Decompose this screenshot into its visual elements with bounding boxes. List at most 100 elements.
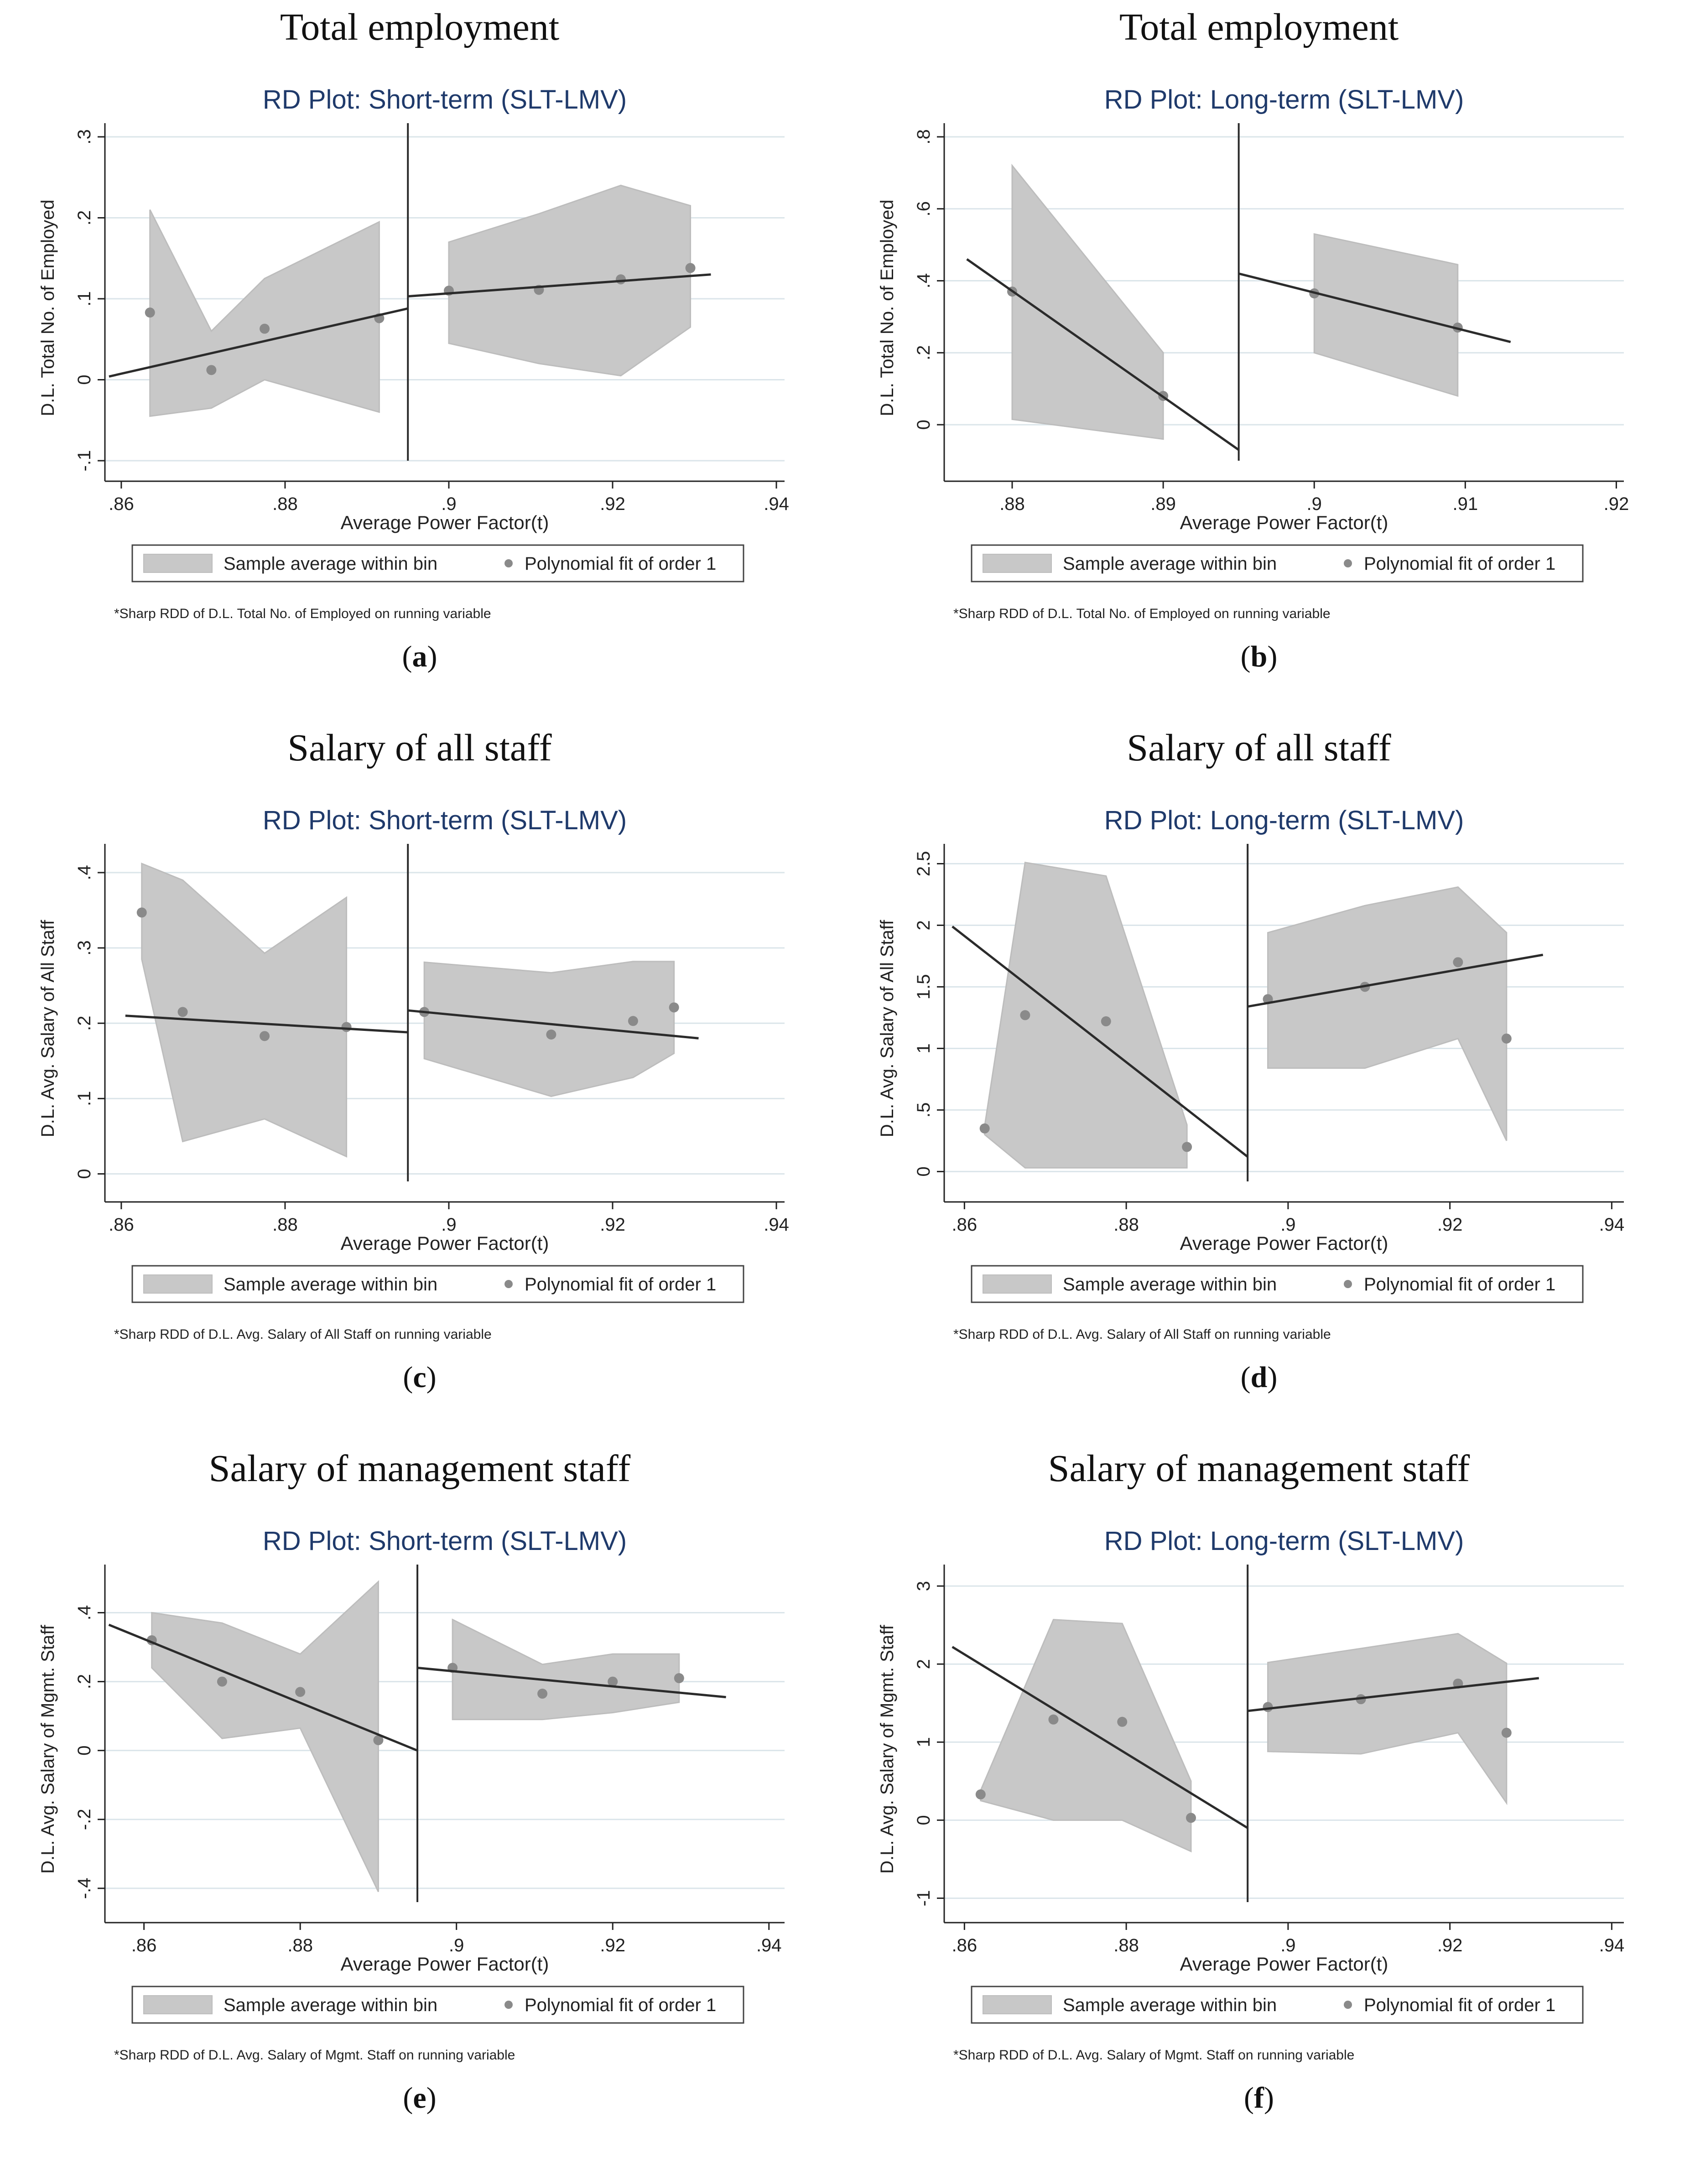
- y-tick-label: 2: [914, 920, 934, 930]
- legend-band-swatch: [143, 1995, 213, 2014]
- caption-letter: a: [412, 640, 427, 673]
- bin-average-point: [260, 1031, 270, 1041]
- bin-average-point: [341, 1022, 352, 1032]
- y-tick-label: .2: [74, 210, 94, 225]
- fit-line-right: [1247, 953, 1544, 1008]
- y-tick-label: 0: [914, 420, 934, 430]
- x-tick-label: .88: [272, 1215, 298, 1235]
- caption-letter: b: [1250, 640, 1268, 673]
- chart-svg: RD Plot: Long-term (SLT-LMV) 0 .5 1 1.5 2 2.5.…: [867, 789, 1651, 1350]
- bin-average-point: [608, 1676, 618, 1687]
- y-tick-label: .2: [74, 1016, 94, 1031]
- caption-letter: e: [413, 2081, 426, 2115]
- legend-label-fit: Polynomial fit of order 1: [1364, 554, 1555, 574]
- ci-band-left: [151, 1580, 379, 1892]
- bin-average-point: [1020, 1010, 1030, 1020]
- panel-e: Salary of management staff RD Plot: Shor…: [9, 1441, 830, 2153]
- legend-box: [971, 1986, 1584, 2024]
- y-tick-label: .3: [74, 940, 94, 955]
- legend-label-bin: Sample average within bin: [1063, 1995, 1277, 2015]
- legend-box: [131, 1986, 744, 2024]
- section-title: Salary of all staff: [1127, 727, 1391, 769]
- rd-plot: RD Plot: Long-term (SLT-LMV) -1 0 1 2 3 .86 .88…: [867, 1510, 1651, 2071]
- bin-average-point: [674, 1673, 684, 1684]
- panel-caption: (c): [403, 1361, 437, 1394]
- y-tick-label: .5: [914, 1102, 934, 1118]
- legend-label-bin: Sample average within bin: [1063, 554, 1277, 574]
- legend-label-bin: Sample average within bin: [1063, 1274, 1277, 1295]
- fit-line-right: [417, 1666, 726, 1699]
- y-tick-label: 2: [914, 1659, 934, 1669]
- y-axis-title: D.L. Avg. Salary of All Staff: [877, 920, 897, 1137]
- x-tick-label: .88: [272, 494, 298, 514]
- legend-label-fit: Polynomial fit of order 1: [525, 1995, 716, 2015]
- y-tick-label: 1.5: [914, 974, 934, 1000]
- x-tick-label: .86: [952, 1935, 978, 1955]
- x-tick-label: .92: [1437, 1935, 1463, 1955]
- rd-plot: RD Plot: Long-term (SLT-LMV) 0 .5 1 1.5 2 2.5.…: [867, 789, 1651, 1350]
- fit-line-left: [109, 307, 408, 378]
- x-tick-label: .92: [600, 1935, 625, 1955]
- y-tick-label: 0: [74, 1169, 94, 1179]
- legend-band-swatch: [143, 1274, 213, 1294]
- x-tick-label: .9: [441, 1215, 456, 1235]
- x-tick-label: .91: [1453, 494, 1478, 514]
- bin-average-point: [1453, 957, 1463, 967]
- legend-dot-swatch: [1344, 2001, 1352, 2009]
- chart-svg: RD Plot: Short-term (SLT-LMV) -.4 -.2 0 .2 .4…: [27, 1510, 812, 2071]
- bin-average-point: [1048, 1714, 1059, 1725]
- legend-box: [131, 544, 744, 582]
- fit-line-left: [952, 926, 1248, 1158]
- y-tick-label: 0: [914, 1166, 934, 1176]
- x-tick-label: .9: [449, 1935, 464, 1955]
- legend-box: [131, 1265, 744, 1303]
- x-tick-label: .88: [1113, 1935, 1139, 1955]
- x-tick-label: .92: [600, 494, 625, 514]
- x-tick-label: .9: [1280, 1935, 1295, 1955]
- legend-label-fit: Polynomial fit of order 1: [525, 554, 716, 574]
- caption-letter: f: [1254, 2081, 1264, 2115]
- y-tick-label: 0: [914, 1815, 934, 1825]
- panel-b: Total employment RD Plot: Long-term (SLT…: [848, 0, 1669, 712]
- rd-plot: RD Plot: Long-term (SLT-LMV) 0 .2 .4 .6 .8 .88…: [867, 68, 1651, 629]
- x-tick-label: .94: [764, 494, 789, 514]
- y-tick-label: 0: [74, 374, 94, 385]
- section-title: Total employment: [280, 6, 560, 48]
- x-tick-label: .86: [131, 1935, 157, 1955]
- x-axis-title: Average Power Factor(t): [341, 512, 549, 533]
- legend-label-fit: Polynomial fit of order 1: [1364, 1274, 1555, 1295]
- x-tick-label: .92: [1437, 1215, 1463, 1235]
- legend-band-swatch: [143, 554, 213, 573]
- y-tick-label: .8: [914, 129, 934, 144]
- caption-letter: d: [1250, 1361, 1268, 1394]
- chart-svg: RD Plot: Long-term (SLT-LMV) 0 .2 .4 .6 .8 .88…: [867, 68, 1651, 629]
- ci-band-left: [984, 862, 1188, 1169]
- y-tick-label: 2.5: [914, 851, 934, 877]
- bin-average-point: [295, 1687, 306, 1697]
- y-tick-label: .4: [74, 1605, 94, 1620]
- panel-caption: (a): [402, 640, 437, 673]
- chart-note: *Sharp RDD of D.L. Avg. Salary of Mgmt. …: [953, 2048, 1354, 2063]
- panel-a: Total employment RD Plot: Short-term (SL…: [9, 0, 830, 712]
- bin-average-point: [979, 1123, 990, 1134]
- fit-line-left: [125, 1014, 408, 1034]
- y-tick-label: 0: [74, 1746, 94, 1756]
- plot-background: [27, 1510, 812, 2071]
- bin-average-point: [615, 274, 626, 285]
- legend-label-bin: Sample average within bin: [224, 1274, 437, 1295]
- caption-letter: c: [413, 1361, 426, 1394]
- chart-note: *Sharp RDD of D.L. Avg. Salary of All St…: [114, 1327, 492, 1342]
- ci-band-left: [141, 862, 348, 1158]
- y-tick-label: -.2: [74, 1809, 94, 1830]
- fit-line-left: [952, 1646, 1248, 1829]
- ci-band-left: [149, 209, 380, 417]
- chart-note: *Sharp RDD of D.L. Avg. Salary of All St…: [953, 1327, 1331, 1342]
- y-tick-label: .3: [74, 129, 94, 144]
- ci-band-right: [448, 184, 692, 377]
- y-axis-title: D.L. Total No. of Employed: [38, 199, 58, 416]
- fit-line-right: [1247, 1677, 1539, 1712]
- legend-dot-swatch: [504, 559, 513, 567]
- section-title: Salary of management staff: [208, 1447, 631, 1490]
- panel-caption: (b): [1240, 640, 1278, 673]
- x-axis-title: Average Power Factor(t): [1180, 1232, 1388, 1254]
